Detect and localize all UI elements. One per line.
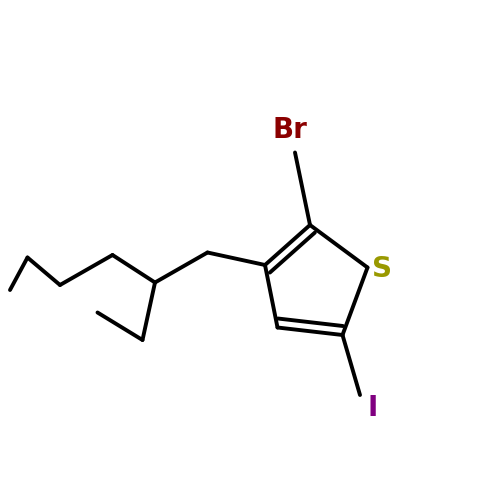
Text: S: S xyxy=(372,255,392,283)
Text: I: I xyxy=(368,394,378,421)
Text: Br: Br xyxy=(272,116,308,144)
